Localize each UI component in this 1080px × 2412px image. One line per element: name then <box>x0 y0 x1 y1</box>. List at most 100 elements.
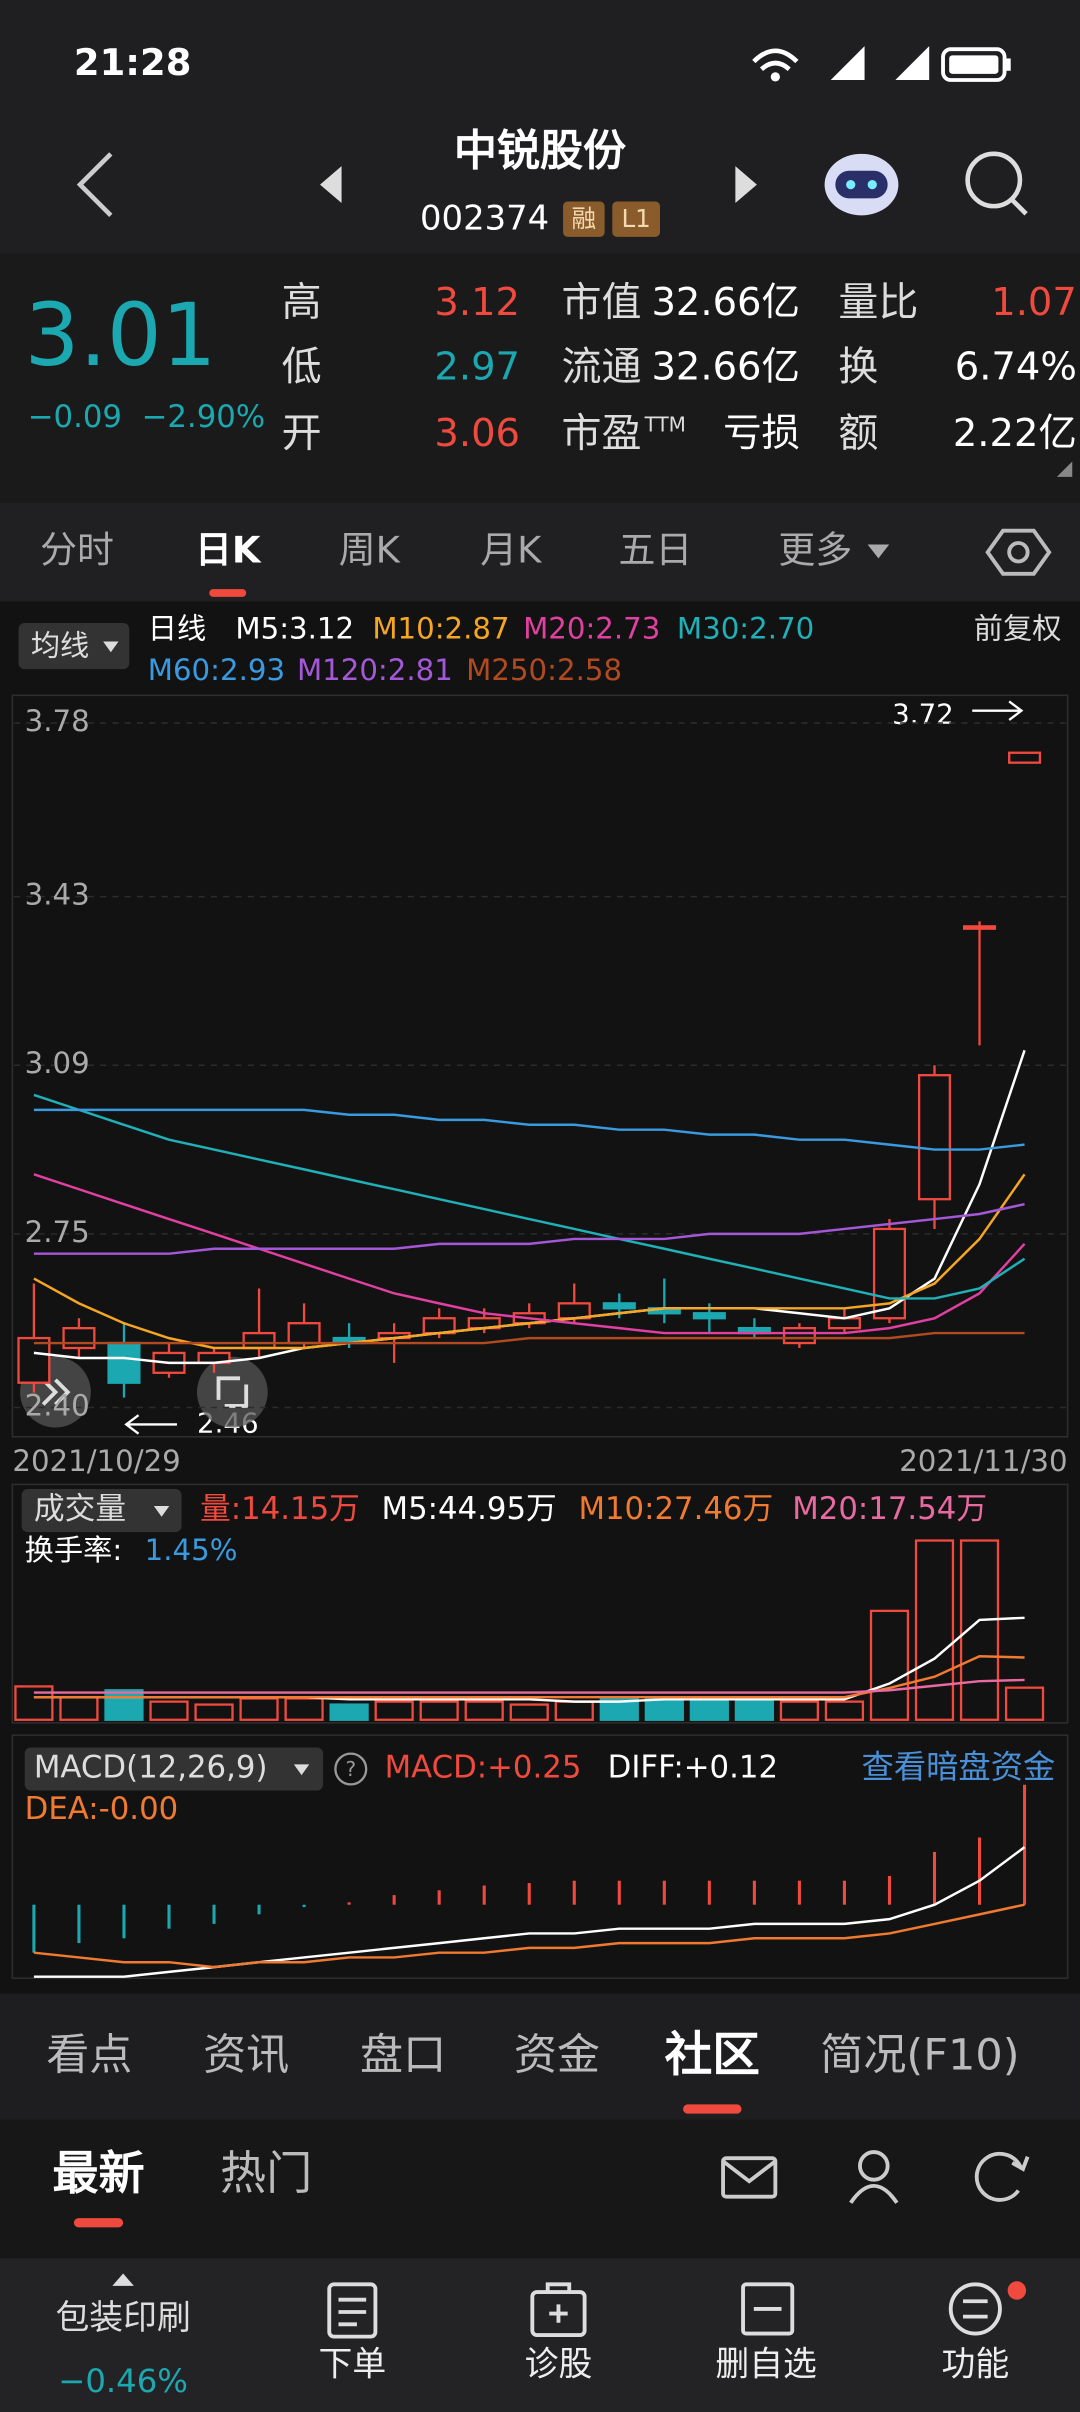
section-tab-indicator <box>683 2104 742 2114</box>
nav-item[interactable]: 删自选 <box>715 2344 816 2383</box>
stat-value: 32.66亿 <box>651 280 799 325</box>
search-icon <box>1010 198 1028 216</box>
period-tab[interactable]: 日K <box>195 529 262 572</box>
volume-legend: 量:14.15万 <box>200 1491 360 1527</box>
nav-icons <box>327 2282 1002 2339</box>
candle-body <box>917 1074 952 1201</box>
volume-ma-line <box>33 1678 1025 1694</box>
stat-label: 换 <box>838 344 878 390</box>
stat-value: 2.22亿 <box>953 411 1077 456</box>
volume-bar <box>329 1703 369 1721</box>
ma-line <box>33 1173 1026 1335</box>
candle-body <box>602 1302 636 1310</box>
adjust-mode[interactable]: 前复权 <box>974 612 1062 646</box>
quote-bg <box>0 253 1080 504</box>
volume-bar <box>374 1700 414 1721</box>
period-tab[interactable]: 五日 <box>618 529 692 572</box>
signal-icon <box>895 46 930 80</box>
section-tab[interactable]: 看点 <box>46 2031 132 2081</box>
help-mark: ? <box>345 1757 356 1781</box>
next-stock[interactable] <box>735 166 757 204</box>
candle-body <box>962 925 997 930</box>
section-tab[interactable]: 简况(F10) <box>820 2031 1019 2081</box>
period-tab[interactable]: 月K <box>480 529 542 572</box>
function-icon <box>948 2282 1002 2336</box>
volume-button[interactable] <box>21 1489 182 1533</box>
prev-stock[interactable] <box>320 166 342 204</box>
clock: 21:28 <box>74 41 191 84</box>
candle-body <box>1008 751 1042 764</box>
ma-legend: M30:2.70 <box>677 612 814 646</box>
section-tab[interactable]: 盘口 <box>360 2031 446 2081</box>
dropdown-arrow <box>293 1764 310 1776</box>
message-button[interactable] <box>721 2156 778 2199</box>
ma-legend: M60:2.93 <box>148 653 285 687</box>
wifi-icon <box>752 48 799 64</box>
stat-value: 亏损 <box>723 411 800 456</box>
expand-icon <box>41 1378 71 1406</box>
stat-label: 高 <box>282 280 322 326</box>
chart-settings[interactable] <box>985 528 1052 576</box>
badge: L1 <box>621 204 650 233</box>
period-label: 日线 <box>148 612 206 646</box>
ma-line <box>33 1331 1025 1345</box>
period-tab[interactable]: 周K <box>339 529 401 572</box>
refresh-button[interactable] <box>974 2151 1024 2202</box>
volume-bar <box>149 1700 189 1721</box>
signal-icon <box>830 46 865 80</box>
volume-legend: M5:44.95万 <box>382 1491 557 1527</box>
settings-icon <box>985 528 1052 576</box>
dea-label: DEA:-0.00 <box>25 1791 179 1827</box>
diff-line <box>33 1846 1026 1978</box>
volume-bar <box>104 1689 144 1721</box>
help-icon[interactable] <box>334 1752 368 1786</box>
price-change-pct: −2.90% <box>142 399 265 435</box>
volume-legend: M10:27.46万 <box>578 1491 773 1527</box>
wifi-icon <box>770 72 780 82</box>
assistant-button[interactable] <box>824 153 899 216</box>
macd-frame <box>11 1734 1069 1979</box>
period-tab[interactable]: 更多 <box>778 529 852 572</box>
min-arrow <box>124 1414 177 1435</box>
badge-bg <box>563 201 605 237</box>
candle-body <box>62 1326 96 1350</box>
sector-expand[interactable] <box>112 2273 134 2286</box>
macd-legend: DIFF:+0.12 <box>608 1750 778 1786</box>
volume-bar <box>14 1685 54 1721</box>
stat-value: 3.06 <box>434 411 520 456</box>
stat-label: 市值 <box>562 280 642 326</box>
ma-button[interactable] <box>18 622 130 670</box>
section-tab[interactable]: 资金 <box>514 2031 600 2081</box>
nav-item[interactable]: 功能 <box>942 2344 1010 2383</box>
feed-tab[interactable]: 最新 <box>52 2146 144 2200</box>
ma-legend: M20:2.73 <box>523 612 660 646</box>
search-button[interactable] <box>965 151 1028 216</box>
dark-pool-link[interactable]: 查看暗盘资金 <box>862 1748 1056 1786</box>
stat-label-sup: TTM <box>644 413 686 437</box>
ma-legend: M10:2.87 <box>372 612 509 646</box>
back-button[interactable] <box>76 152 113 217</box>
section-tab[interactable]: 资讯 <box>203 2031 289 2081</box>
fullscreen-button[interactable] <box>196 1356 268 1428</box>
remove-watch-icon <box>741 2282 795 2336</box>
price-change: −0.09 <box>28 399 122 435</box>
sector-name[interactable]: 包装印刷 <box>55 2298 190 2337</box>
profile-button[interactable] <box>858 2150 890 2182</box>
volume-bar <box>194 1703 234 1721</box>
macd-button[interactable] <box>24 1747 324 1791</box>
robot-eye <box>846 179 856 190</box>
volume-bar <box>779 1700 820 1721</box>
section-tab[interactable]: 社区 <box>665 2028 760 2083</box>
ma-legend: M250:2.58 <box>466 653 622 687</box>
feed-tab[interactable]: 热门 <box>220 2146 312 2200</box>
ma-legend: M120:2.81 <box>297 653 453 687</box>
period-tab-indicator <box>209 589 247 597</box>
nav-item[interactable]: 下单 <box>319 2344 387 2383</box>
dropdown-arrow <box>103 641 119 653</box>
nav-item[interactable]: 诊股 <box>525 2344 593 2383</box>
stat-value: 2.97 <box>434 345 520 390</box>
period-tab[interactable]: 分时 <box>40 529 114 572</box>
refresh-icon <box>1011 2155 1030 2172</box>
robot-face <box>835 170 888 199</box>
profile-icon <box>849 2184 899 2204</box>
